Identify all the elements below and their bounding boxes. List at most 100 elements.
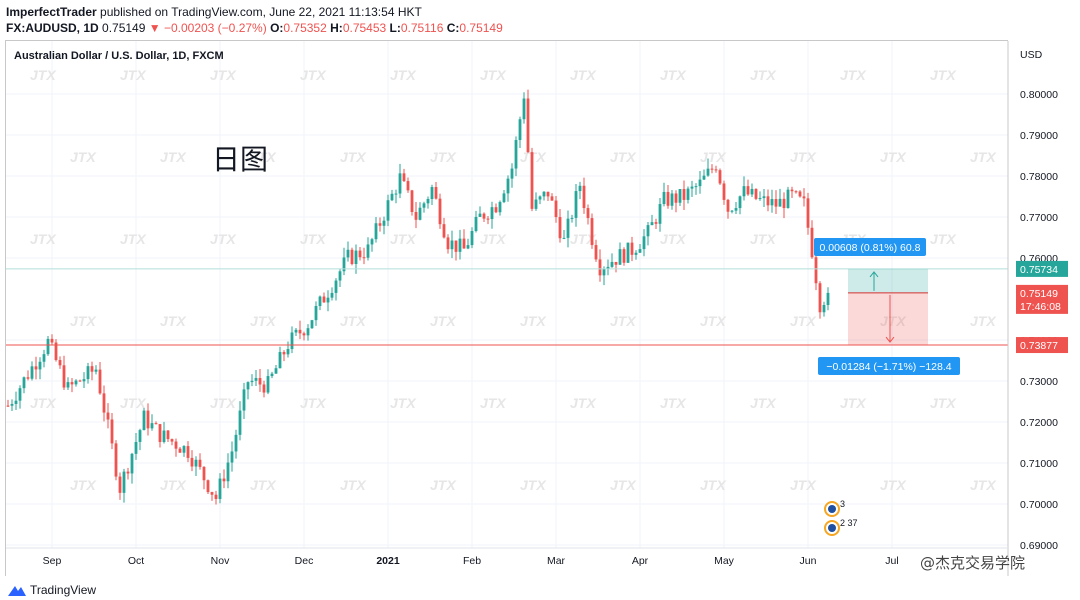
price-tick-label: 0.73000 — [1020, 376, 1058, 388]
price-tick-label: 0.80000 — [1020, 89, 1058, 101]
background-watermark-mark: JTX — [250, 477, 277, 493]
candle-body — [98, 369, 102, 394]
candle-body — [150, 423, 154, 429]
candle-body — [374, 223, 378, 240]
background-watermark-mark: JTX — [570, 231, 597, 247]
long-position-tool[interactable]: 0.00608 (0.81%) 60.8 −0.01284 (−1.71%) −1… — [6, 238, 1008, 375]
author-name[interactable]: ImperfectTrader — [6, 5, 97, 19]
price-change: ▼ −0.00203 (−0.27%) — [148, 21, 267, 35]
background-watermark-mark: JTX — [120, 395, 147, 411]
candle-body — [322, 296, 326, 303]
background-watermark-mark: JTX — [520, 313, 547, 329]
close-value: 0.75149 — [459, 21, 503, 35]
publish-line: ImperfectTrader published on TradingView… — [6, 5, 422, 19]
candle-body — [358, 250, 362, 258]
candle-body — [482, 213, 486, 219]
candle-body — [610, 261, 614, 267]
candle-body — [286, 349, 290, 355]
candle-body — [30, 366, 34, 379]
candle-body — [290, 332, 294, 350]
candle-body — [282, 352, 286, 355]
candle-body — [538, 196, 542, 200]
close-label: C: — [446, 21, 460, 35]
candle-body — [518, 119, 522, 141]
candle-body — [258, 378, 262, 385]
candle-body — [202, 466, 206, 481]
background-watermark-mark: JTX — [970, 313, 997, 329]
candle-body — [702, 175, 706, 180]
price-tick-label: 0.71000 — [1020, 458, 1058, 470]
candle-body — [654, 222, 658, 224]
candle-body — [802, 196, 806, 199]
loss-arrow-head — [885, 336, 895, 343]
candle-body — [542, 191, 546, 197]
candle-body — [338, 271, 342, 281]
candle-body — [494, 207, 498, 213]
time-axis[interactable]: Sep Oct Nov Dec 2021 Feb Mar Apr May Jun Jul — [6, 547, 1008, 567]
price-axis[interactable]: USD0.800000.790000.780000.770000.760000.… — [1007, 41, 1068, 576]
candle-body — [630, 242, 634, 255]
candle-body — [246, 382, 250, 390]
candle-body — [122, 471, 126, 493]
background-watermark-mark: JTX — [930, 231, 957, 247]
background-watermark-mark: JTX — [700, 477, 727, 493]
chart-frame[interactable] — [5, 40, 1008, 576]
candle-body — [174, 441, 178, 449]
candle-body — [638, 249, 642, 253]
candle-body — [382, 220, 386, 226]
candle-body — [146, 410, 150, 429]
candle-body — [50, 338, 54, 343]
candle-body — [298, 329, 302, 334]
background-watermark-mark: JTX — [390, 231, 417, 247]
background-watermark-mark: JTX — [660, 231, 687, 247]
candle-body — [206, 480, 210, 493]
currency-label: USD — [1020, 49, 1043, 61]
background-watermark-mark: JTX — [70, 313, 97, 329]
candle-body — [562, 237, 566, 239]
candle-body — [806, 198, 810, 228]
candle-body — [622, 249, 626, 263]
candle-body — [370, 239, 374, 245]
price-tick-label: 0.79000 — [1020, 130, 1058, 142]
candle-body — [274, 368, 278, 374]
candle-body — [486, 218, 490, 220]
candle-body — [774, 199, 778, 207]
candle-body — [130, 453, 134, 474]
candle-body — [18, 388, 22, 401]
candle-body — [598, 259, 602, 276]
background-watermark-mark: JTX — [930, 67, 957, 83]
loss-zone — [848, 292, 928, 346]
time-tick-label: Sep — [43, 555, 62, 567]
price-tick-label: 0.69000 — [1020, 540, 1058, 552]
candle-body — [526, 98, 530, 153]
candle-body — [170, 439, 174, 442]
background-watermark-mark: JTX — [790, 477, 817, 493]
economic-events[interactable]: 3 2 37 — [824, 499, 858, 536]
candle-body — [618, 249, 622, 265]
candle-body — [606, 266, 610, 269]
candle-body — [218, 478, 222, 499]
background-watermark-mark: JTX — [750, 395, 777, 411]
candle-body — [74, 380, 78, 385]
time-tick-label: 2021 — [376, 555, 400, 567]
candle-body — [366, 244, 370, 258]
background-watermark-mark: JTX — [430, 149, 457, 165]
author-watermark: @杰克交易学院 — [920, 554, 1026, 572]
tradingview-logo[interactable]: TradingView — [8, 583, 96, 597]
candle-body — [586, 208, 590, 219]
candle-body — [58, 360, 62, 366]
background-watermark-mark: JTX — [160, 149, 187, 165]
stop-price-tag: 0.73877 — [1020, 340, 1058, 352]
candle-body — [594, 245, 598, 260]
candle-body — [778, 198, 782, 207]
candle-body — [326, 297, 330, 303]
background-watermark-mark: JTX — [390, 67, 417, 83]
candle-body — [746, 186, 750, 195]
candle-body — [626, 242, 630, 263]
candle-body — [398, 173, 402, 194]
target-stats-label: 0.00608 (0.81%) 60.8 — [820, 242, 921, 254]
candle-body — [582, 185, 586, 209]
candle-body — [426, 199, 430, 204]
time-tick-label: Mar — [547, 555, 566, 567]
